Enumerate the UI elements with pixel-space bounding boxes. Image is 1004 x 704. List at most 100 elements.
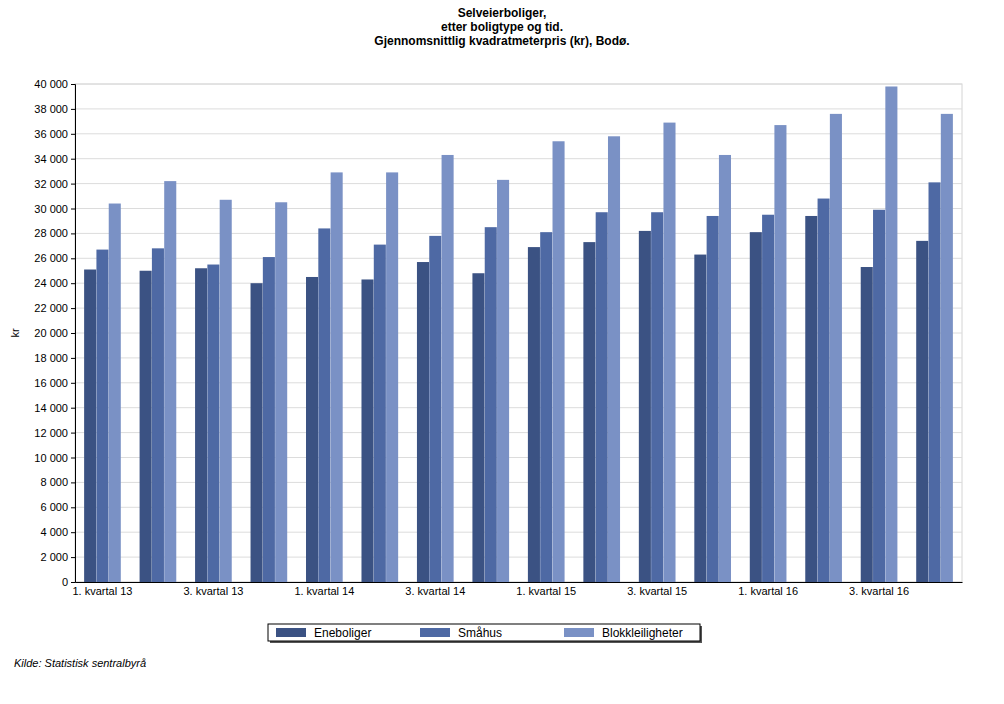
legend-swatch [564,628,594,637]
tick-label: 38 000 [34,103,68,115]
grid-line [75,108,962,109]
bar [417,262,429,582]
bar [429,236,441,582]
legend-label: Eneboliger [314,626,371,640]
bar [663,123,675,582]
tick-label: 3. kvartal 13 [183,585,243,597]
tick-label: 1. kvartal 16 [738,585,798,597]
bar [583,242,595,582]
tick-mark [71,532,75,533]
bar [608,136,620,582]
bar [207,265,219,582]
chart: Selveierboliger,etter boligtype og tid.G… [0,0,1004,704]
tick-label: 1. kvartal 14 [294,585,354,597]
tick-label: 0 [62,576,68,588]
bar [195,268,207,582]
tick: 8 000 [40,476,75,488]
tick: 28 000 [34,227,75,239]
axis-line [71,85,76,583]
tick-label: 4 000 [40,526,68,538]
tick-label: 1. kvartal 15 [516,585,576,597]
tick: 1. kvartal 15 [516,582,576,597]
grid-line [75,183,962,184]
series [109,86,953,582]
bar [251,283,263,582]
bar [318,228,330,582]
legend-label: Småhus [458,626,502,640]
tick-label: 2 000 [40,551,68,563]
tick-label: 12 000 [34,427,68,439]
grid-line [75,158,962,159]
tick: 10 000 [34,452,75,464]
tick-mark [71,557,75,558]
y-axis: 02 0004 0006 0008 00010 00012 00014 0001… [34,78,75,588]
bar [774,125,786,582]
bar [528,247,540,582]
tick-mark [71,458,75,459]
tick-label: 14 000 [34,402,68,414]
tick-mark [71,308,75,309]
bar [472,273,484,582]
bar [941,114,953,582]
tick-mark [71,159,75,160]
tick-mark [71,333,75,334]
tick: 4 000 [40,526,75,538]
tick: 16 000 [34,377,75,389]
tick: 1. kvartal 14 [294,582,354,597]
tick-mark [71,408,75,409]
legend: Eneboliger Småhus Blokkleiligheter [268,624,702,643]
tick: 26 000 [34,252,75,264]
bar [719,155,731,582]
tick: 36 000 [34,128,75,140]
bar [805,216,817,582]
tick-mark [71,433,75,434]
tick-label: 3. kvartal 16 [849,585,909,597]
tick-label: 3. kvartal 15 [627,585,687,597]
title: Selveierboliger, [458,6,547,20]
tick-label: 36 000 [34,128,68,140]
bar [929,182,941,582]
tick-mark [71,134,75,135]
tick-label: 32 000 [34,178,68,190]
tick: 2 000 [40,551,75,563]
bar [152,248,164,582]
bar [885,86,897,582]
tick: 34 000 [34,153,75,165]
title: Gjennomsnittlig kvadratmeterpris (kr), B… [374,34,629,48]
tick-mark [71,258,75,259]
title: etter boligtype og tid. [441,20,563,34]
bar [306,277,318,582]
bar [873,210,885,582]
bar [694,255,706,582]
tick: 18 000 [34,352,75,364]
bars [84,86,953,582]
tick-label: 18 000 [34,352,68,364]
tick: 1. kvartal 13 [72,582,132,597]
tick: 20 000 [34,327,75,339]
tick-mark [71,233,75,234]
tick: 30 000 [34,203,75,215]
bar [540,232,552,582]
bar [442,155,454,582]
bar [818,199,830,582]
bar [762,215,774,582]
tick-label: 30 000 [34,203,68,215]
tick: 3. kvartal 15 [627,582,687,597]
legend-swatch [276,628,306,637]
legend-label: Blokkleiligheter [602,626,683,640]
bar [220,200,232,582]
tick-mark [71,283,75,284]
legend-box [268,624,700,641]
tick-mark [71,209,75,210]
y-axis-label: kr [9,328,21,338]
tick: 38 000 [34,103,75,115]
tick-label: 16 000 [34,377,68,389]
tick-mark [71,84,75,85]
bar [596,212,608,582]
title-group: Selveierboliger,etter boligtype og tid.G… [374,6,629,48]
bar [275,202,287,582]
axis-line [76,582,963,583]
tick-label: 20 000 [34,327,68,339]
tick-label: 8 000 [40,476,68,488]
grid [75,84,962,582]
